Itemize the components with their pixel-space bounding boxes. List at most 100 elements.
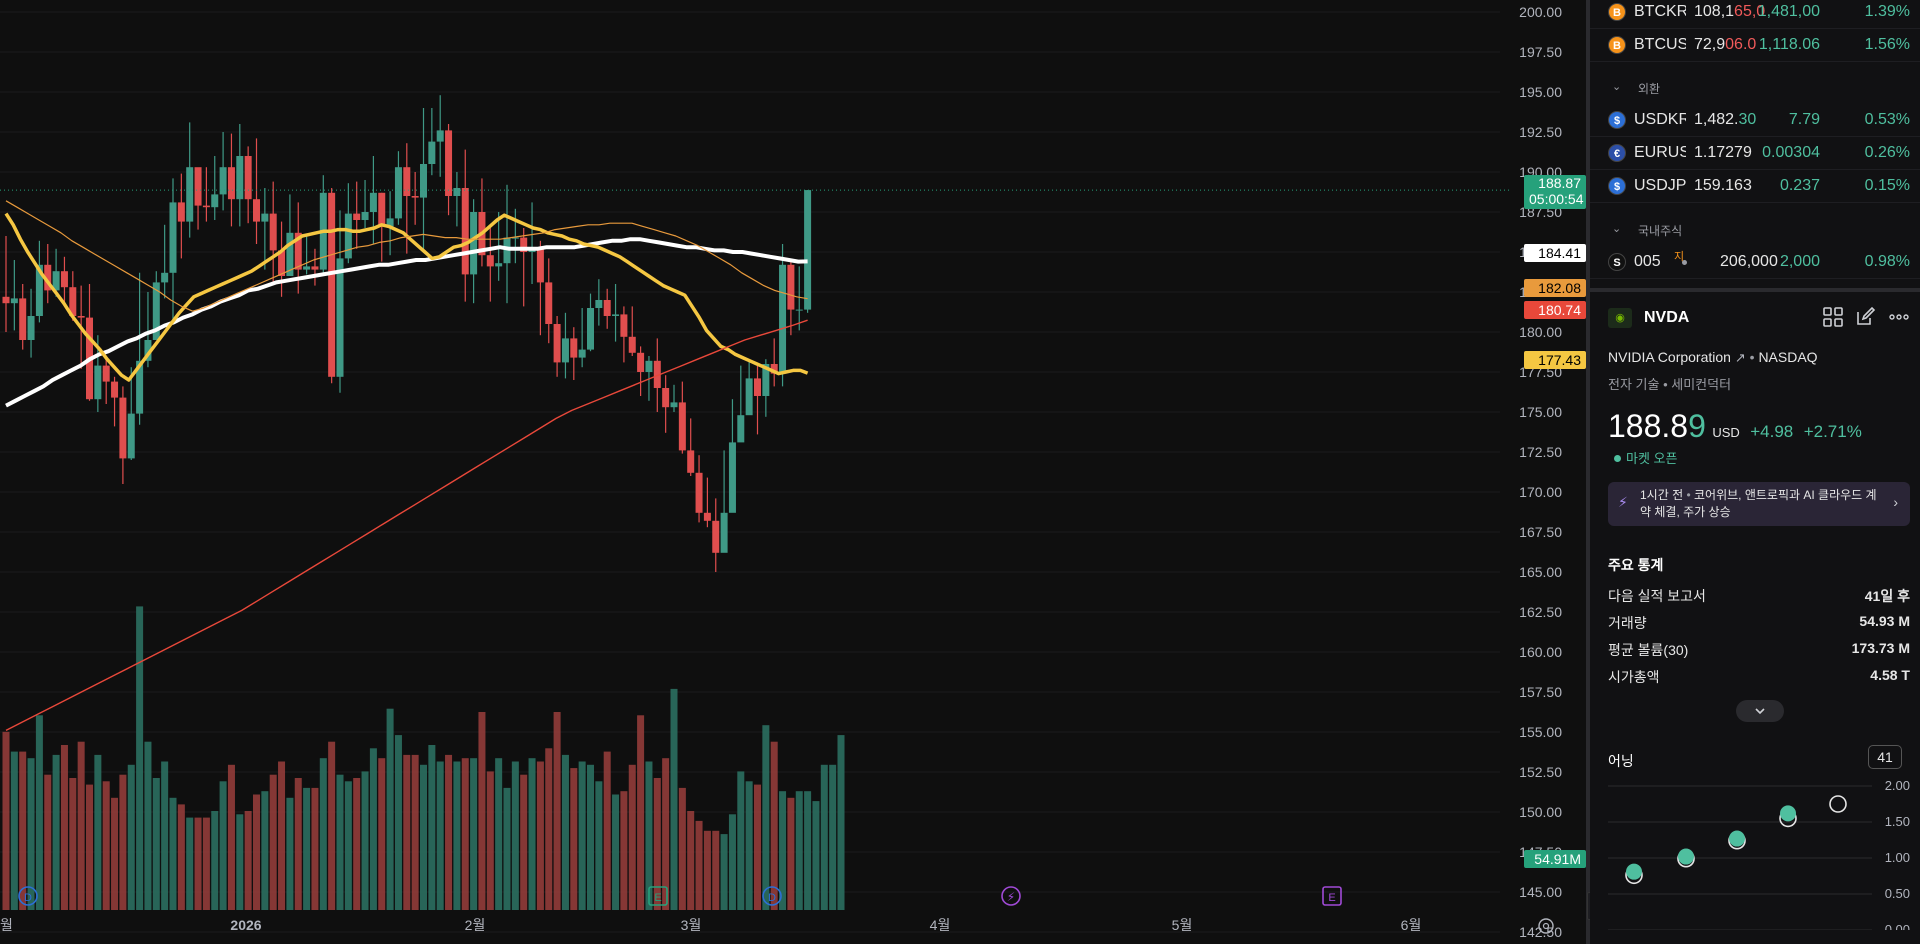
volume-bar [612, 794, 620, 910]
external-link-icon[interactable]: ↗ [1734, 350, 1746, 365]
volume-bar [2, 731, 10, 910]
candle-body [269, 213, 277, 251]
expand-stats-button[interactable] [1736, 700, 1784, 722]
exchange-name: NASDAQ [1758, 349, 1818, 365]
watchlist-last-price: 206,000 [1720, 253, 1778, 270]
candle-body [102, 365, 110, 382]
watchlist-change: 0.00304 [1762, 144, 1820, 161]
last-price-tag: 188.87 05:00:54 [1524, 175, 1586, 209]
market-status-label: 마켓 오픈 [1626, 451, 1678, 466]
volume-bar [19, 751, 27, 910]
volume-bar [152, 778, 160, 910]
volume-bar [52, 754, 60, 910]
watchlist-section-kr[interactable]: ⌄ 국내주식 [1612, 223, 1683, 238]
volume-tag: 54.91M [1524, 850, 1586, 868]
stat-row: 거래량 54.93 M [1608, 613, 1910, 631]
candle-body [77, 316, 85, 318]
watchlist-row-btcus[interactable]: B BTCUS 72,906.0 1,118.06 1.56% [1590, 29, 1920, 62]
volume-bar [570, 768, 578, 910]
nvidia-logo-icon: ◉ [1608, 308, 1632, 328]
volume-bar [561, 754, 569, 910]
candle-body [712, 520, 720, 553]
dividend-marker-icon[interactable]: D [18, 886, 38, 906]
volume-bar [219, 781, 227, 910]
more-options-icon[interactable] [1888, 306, 1910, 328]
earnings-marker-icon[interactable]: E [1322, 886, 1342, 906]
volume-bar [236, 814, 244, 910]
watchlist-row-usdkr[interactable]: $ USDKR 1,482.30 7.79 0.53% [1590, 104, 1920, 137]
detail-header: ◉ NVDA [1608, 306, 1910, 332]
volume-bar [336, 774, 344, 910]
candle-body [745, 378, 753, 416]
volume-bar [804, 791, 812, 910]
volume-bar [536, 761, 544, 910]
price-change-pct: +2.71% [1803, 422, 1862, 441]
ma-yellow-tag: 177.43 [1524, 351, 1586, 369]
svg-text:D: D [768, 892, 776, 904]
volume-bar [754, 784, 761, 910]
candlestick-chart-svg[interactable]: 200.00197.50195.00192.50190.00187.50185.… [0, 0, 1586, 944]
volume-bar [553, 712, 561, 910]
candle-body [420, 164, 427, 198]
volume-bar [278, 761, 286, 910]
ticker-symbol: NVDA [1644, 309, 1690, 326]
earnings-title: 어닝 [1608, 753, 1634, 769]
candle-body [620, 314, 628, 337]
watchlist-section-fx[interactable]: ⌄ 외환 [1612, 81, 1661, 96]
watchlist-last-price: 1.17279 [1694, 144, 1752, 161]
volume-bar [745, 781, 753, 910]
watchlist-symbol: USDKR [1634, 111, 1686, 128]
earnings-axis-label: 0.50 [1885, 886, 1910, 901]
price-currency: USD [1712, 425, 1740, 440]
volume-bar [470, 758, 478, 910]
watchlist-row-usdjp[interactable]: $ USDJP 159.163 0.237 0.15% [1590, 170, 1920, 203]
news-text: 1시간 전 • 코어위브, 앤트로픽과 AI 클라우드 계약 체결, 주가 상승 [1640, 488, 1877, 519]
watchlist-symbol: EURUS [1634, 144, 1686, 161]
news-card[interactable]: ⚡ 1시간 전 • 코어위브, 앤트로픽과 AI 클라우드 계약 체결, 주가 … [1608, 482, 1910, 526]
time-axis-label: 2026 [230, 917, 261, 933]
candle-body [152, 282, 160, 340]
edit-note-icon[interactable] [1854, 306, 1876, 328]
price-last-digit: 9 [1688, 408, 1706, 444]
ma-orange-tag: 182.08 [1524, 279, 1586, 297]
candle-body [436, 130, 444, 142]
candle-body [645, 360, 653, 372]
earnings-actual-point [1678, 848, 1694, 865]
price-axis-label: 192.50 [1519, 124, 1562, 140]
symbol-logo-icon: B [1608, 3, 1626, 21]
right-panel: B BTCKR 108,165,0 1,481,00 1.39% B BTCUS 72,906… [1590, 0, 1920, 944]
volume-bar [737, 771, 745, 910]
volume-bar [762, 725, 770, 910]
earnings-chart[interactable]: 2.00 1.50 1.00 0.50 0.00 [1590, 780, 1920, 930]
earnings-marker-icon[interactable]: E [648, 886, 668, 906]
price-axis-label: 150.00 [1519, 804, 1562, 820]
earnings-axis-label: 1.00 [1885, 850, 1910, 865]
candle-body [754, 378, 761, 396]
svg-text:D: D [24, 892, 32, 904]
watchlist-change: 1,118.06 [1758, 36, 1820, 53]
dividend-marker-icon[interactable]: D [762, 886, 782, 906]
candle-body [520, 237, 528, 252]
sector-label[interactable]: 전자 기술 [1608, 377, 1660, 392]
watchlist-row-btckr[interactable]: B BTCKR 108,165,0 1,481,00 1.39% [1590, 0, 1920, 29]
watchlist-change-pct: 0.98% [1864, 253, 1910, 270]
layout-grid-icon[interactable] [1822, 306, 1844, 328]
earnings-days-badge[interactable]: 41 [1868, 745, 1902, 769]
volume-bar [436, 761, 444, 910]
industry-label[interactable]: 세미컨덕터 [1671, 377, 1732, 392]
price-chart[interactable]: 200.00197.50195.00192.50190.00187.50185.… [0, 0, 1586, 944]
panel-divider[interactable] [1586, 0, 1590, 944]
price-axis-label: 170.00 [1519, 484, 1562, 500]
volume-bar [578, 761, 586, 910]
watchlist-row-eurus[interactable]: € EURUS 1.17279 0.00304 0.26% [1590, 137, 1920, 170]
candle-body [687, 450, 695, 473]
company-name[interactable]: NVIDIA Corporation [1608, 349, 1731, 365]
volume-bar [69, 778, 77, 910]
candle-body [236, 156, 244, 200]
candle-body [336, 258, 344, 377]
candle-body [603, 300, 611, 316]
volume-bar [670, 688, 678, 910]
watchlist-row-005[interactable]: S 005 206,000 2,000 0.98% 지 [1590, 246, 1920, 279]
candle-body [69, 287, 77, 316]
volume-bar [136, 606, 144, 910]
